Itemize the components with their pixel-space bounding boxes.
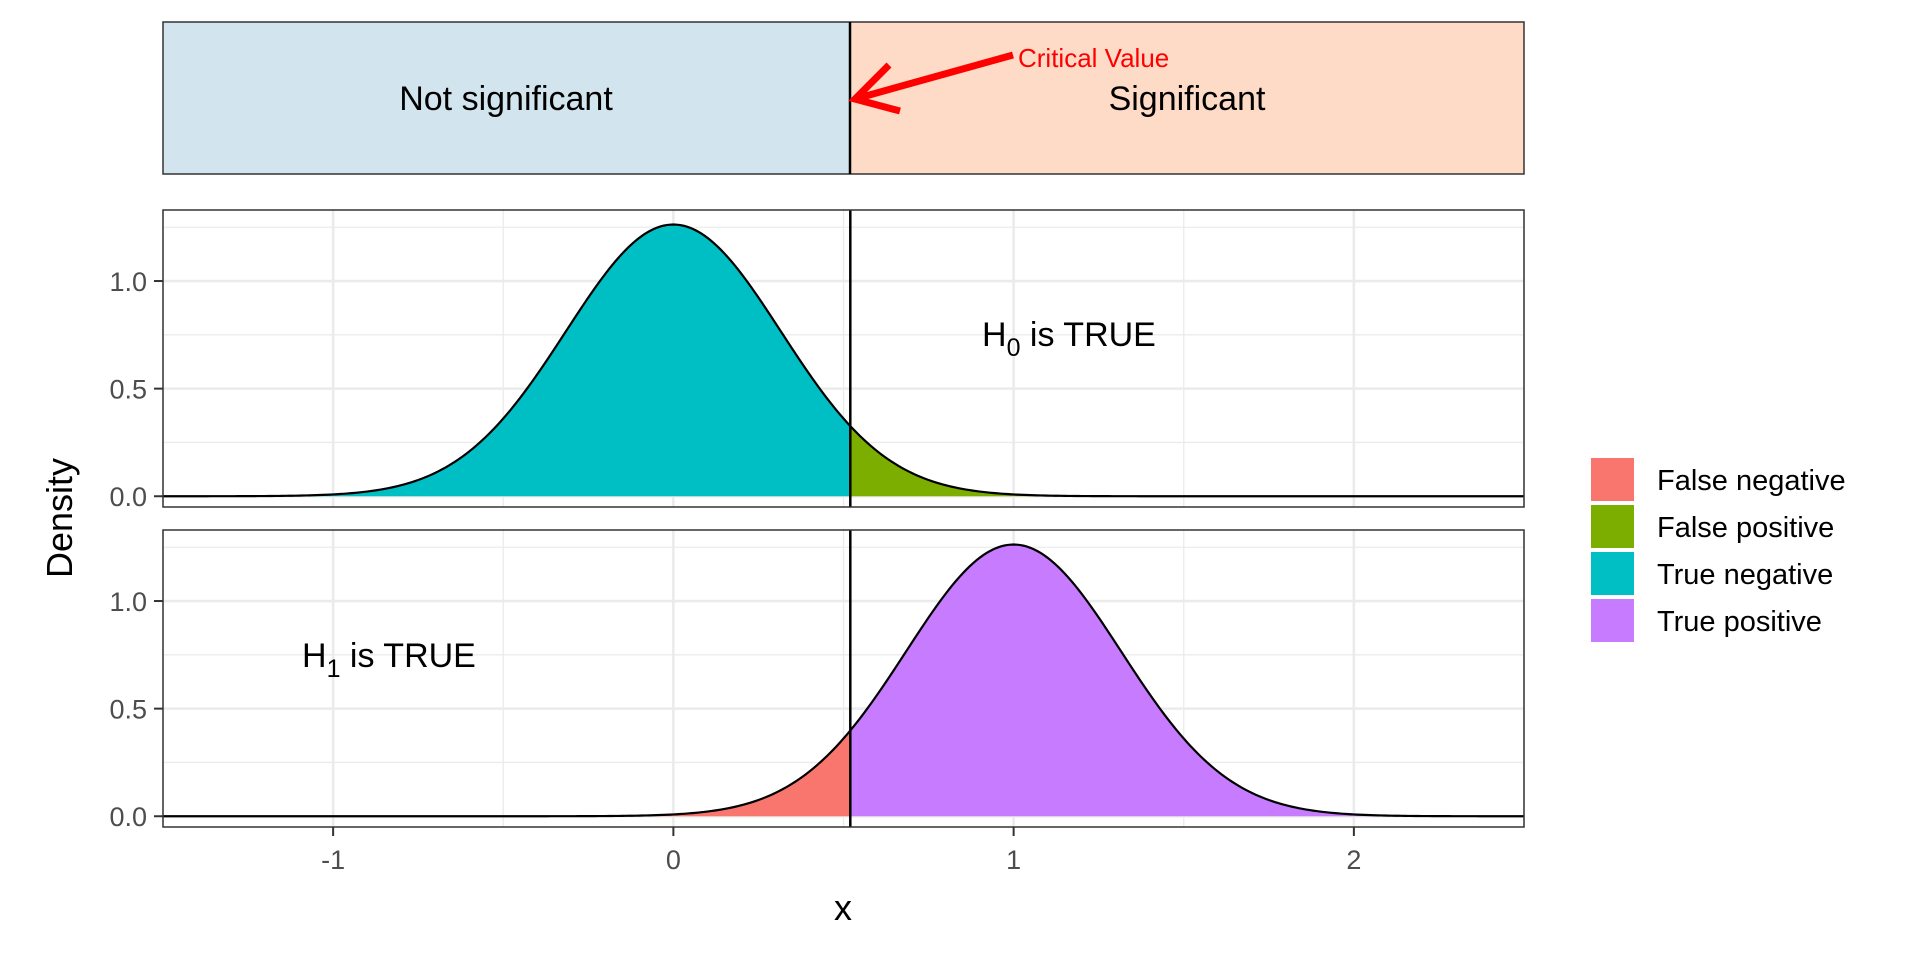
significance-banner: Not significant Significant Critical Val…: [162, 21, 1525, 175]
significant-label: Significant: [1109, 80, 1266, 118]
density-curve: [163, 223, 1524, 498]
y-axis-title: Density: [39, 458, 80, 578]
y-tick-label: 1.0: [109, 267, 147, 297]
panel-border: [162, 529, 1525, 828]
y-axis-h0: 0.0 0.5 1.0: [109, 267, 163, 512]
panel-h1: [162, 529, 1525, 828]
false-positive-area: [850, 426, 1524, 497]
legend-swatch: [1591, 552, 1634, 595]
legend-label: True positive: [1657, 606, 1822, 638]
panel-h0: [162, 209, 1525, 508]
y-tick-label: 0.0: [109, 802, 147, 832]
x-tick-label: 0: [666, 845, 681, 875]
true-positive-area: [850, 544, 1524, 817]
not-significant-label: Not significant: [399, 80, 613, 118]
legend-swatch: [1591, 458, 1634, 501]
y-tick-label: 0.5: [109, 375, 147, 405]
legend-label: True negative: [1657, 559, 1833, 591]
true-negative-area: [163, 224, 851, 497]
legend-label: False negative: [1657, 465, 1846, 497]
x-tick-label: 2: [1346, 845, 1361, 875]
h1-label: H1 is TRUE: [302, 637, 476, 683]
legend-label: False positive: [1657, 512, 1834, 544]
banner-border: [162, 21, 1525, 175]
critical-value-arrow: [848, 51, 1014, 115]
x-tick-label: 1: [1006, 845, 1021, 875]
significant-region: [850, 22, 1524, 174]
panel-border: [162, 209, 1525, 508]
x-tick-label: -1: [321, 845, 345, 875]
legend-swatch: [1591, 599, 1634, 642]
legend: False negative False positive True negativ…: [1591, 458, 1846, 642]
critical-value-label: Critical Value: [1018, 43, 1169, 73]
y-tick-label: 0.5: [109, 695, 147, 725]
h0-label: H0 is TRUE: [982, 316, 1156, 362]
density-curve: [163, 543, 1524, 818]
x-axis: -1 0 1 2: [321, 827, 1361, 875]
false-negative-area: [163, 730, 851, 817]
y-tick-label: 0.0: [109, 482, 147, 512]
x-axis-title: x: [834, 887, 852, 928]
y-tick-label: 1.0: [109, 587, 147, 617]
y-axis-h1: 0.0 0.5 1.0: [109, 587, 163, 832]
legend-swatch: [1591, 505, 1634, 548]
not-significant-region: [163, 22, 850, 174]
